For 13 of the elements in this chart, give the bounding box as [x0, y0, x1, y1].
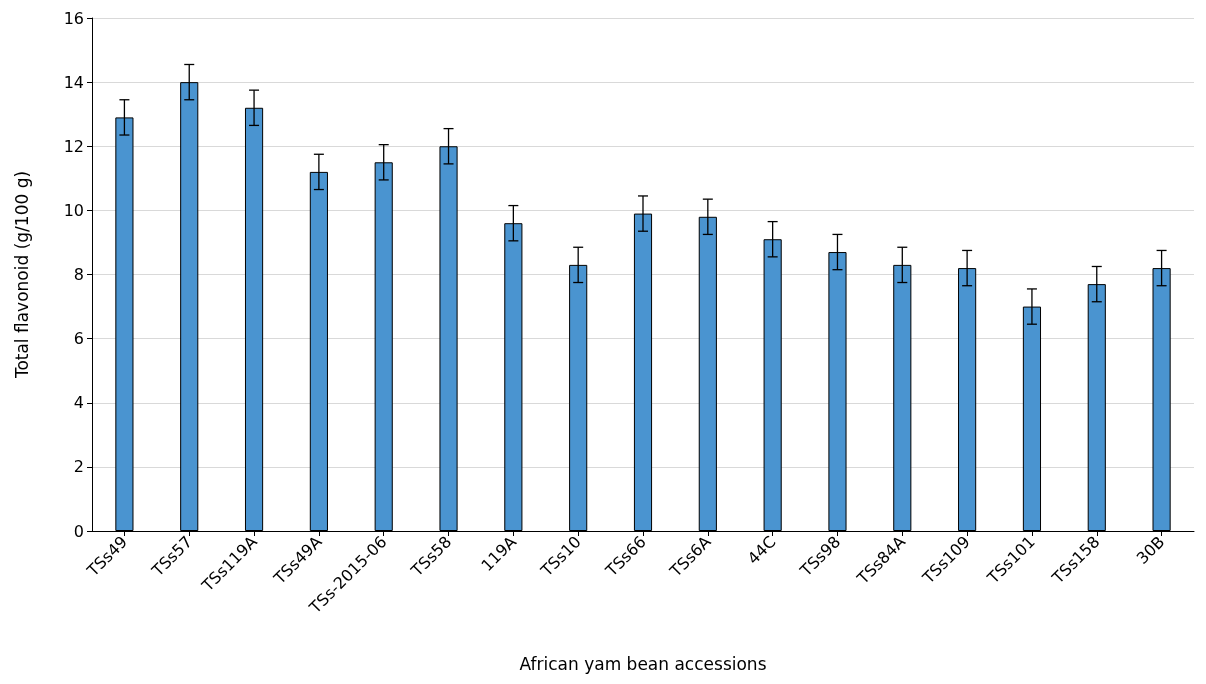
y-tick-label: 0	[73, 521, 84, 541]
y-tick-label: 4	[73, 393, 84, 413]
y-tick-label: 8	[73, 265, 84, 284]
y-tick-label: 12	[63, 136, 84, 156]
y-tick-label: 2	[73, 457, 84, 477]
y-tick-label: 6	[73, 329, 84, 349]
y-axis-title: Total flavonoid (g/100 g)	[11, 170, 32, 380]
x-tick-label: 30B	[1132, 532, 1169, 568]
x-axis-title: African yam bean accessions	[519, 653, 767, 674]
y-tick-label: 16	[63, 8, 84, 28]
y-tick-label: 10	[63, 200, 84, 220]
x-tick-label: 44C	[743, 532, 780, 568]
y-tick-label: 14	[63, 72, 84, 92]
